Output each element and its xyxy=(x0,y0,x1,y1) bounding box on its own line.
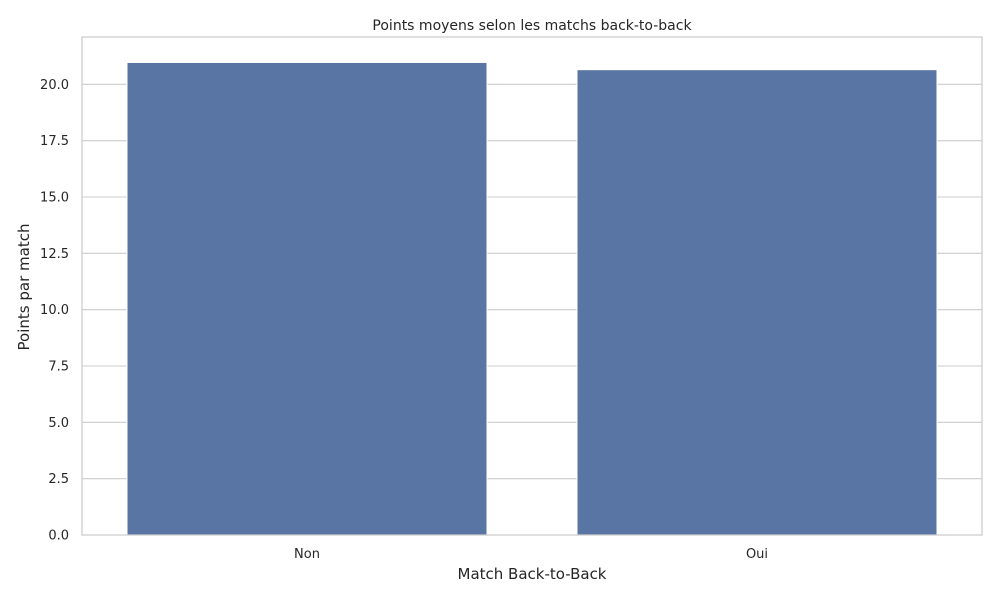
bar-oui xyxy=(576,69,938,536)
x-tick-label: Oui xyxy=(746,547,768,562)
plot-frame xyxy=(81,36,983,536)
y-tick-label: 12.5 xyxy=(40,247,69,262)
y-tick-label: 7.5 xyxy=(48,359,69,374)
y-tick-label: 0.0 xyxy=(48,529,69,544)
y-tick-label: 5.0 xyxy=(48,416,69,431)
y-tick-labels: 0.0 2.5 5.0 7.5 10.0 12.5 15.0 17.5 20.0 xyxy=(40,78,69,544)
y-tick-label: 2.5 xyxy=(48,472,69,487)
bar-non xyxy=(126,61,488,536)
y-tick-label: 17.5 xyxy=(40,134,69,149)
chart-title: Points moyens selon les matchs back-to-b… xyxy=(372,18,692,34)
x-tick-labels: Non Oui xyxy=(294,547,768,562)
y-tick-label: 20.0 xyxy=(40,78,69,93)
y-axis-label: Points par match xyxy=(15,224,33,351)
x-axis-label: Match Back-to-Back xyxy=(458,565,607,583)
x-tick-label: Non xyxy=(294,547,320,562)
bars xyxy=(126,61,938,536)
y-tick-label: 15.0 xyxy=(40,190,69,205)
y-tick-label: 10.0 xyxy=(40,303,69,318)
